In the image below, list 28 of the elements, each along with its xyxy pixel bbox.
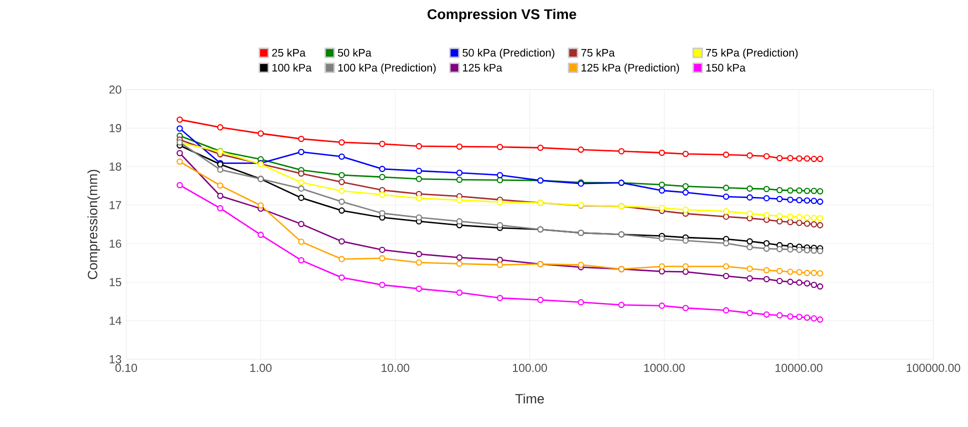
y-tick-label: 17	[110, 201, 122, 210]
legend-label: 125 kPa	[462, 64, 502, 72]
legend-label: 50 kPa (Prediction)	[462, 48, 554, 59]
y-tick-label: 16	[110, 240, 122, 248]
chart-title: Compression VS Time	[428, 9, 576, 22]
legend-label: 100 kPa (Prediction)	[338, 64, 436, 74]
x-tick-label: 10000.00	[776, 364, 822, 372]
y-tick-label: 18	[110, 162, 122, 171]
y-tick-label: 14	[110, 316, 122, 325]
y-tick-label: 20	[109, 86, 122, 94]
x-tick-label: 1.00	[250, 364, 272, 372]
x-tick-label: 100.00	[512, 364, 547, 372]
x-tick-label: 10.00	[382, 364, 410, 372]
legend-label: 100 kPa	[272, 64, 312, 72]
x-tick-label: 100000.00	[906, 364, 960, 372]
legend-label: 75 kPa (Prediction)	[706, 48, 798, 59]
legend-label: 50 kPa	[338, 48, 372, 57]
legend-label: 25 kPa	[272, 48, 306, 57]
y-axis-title: Compression(mm)	[87, 170, 100, 280]
legend-label: 150 kPa	[706, 64, 746, 72]
legend-label: 125 kPa (Prediction)	[582, 64, 679, 74]
x-tick-label: 0.10	[115, 364, 138, 372]
y-tick-label: 13	[110, 355, 122, 364]
y-tick-label: 15	[110, 278, 122, 286]
x-tick-label: 1000.00	[644, 364, 685, 372]
legend-label: 75 kPa	[581, 48, 615, 57]
x-axis-title: Time	[515, 394, 544, 404]
y-tick-label: 19	[110, 124, 122, 132]
